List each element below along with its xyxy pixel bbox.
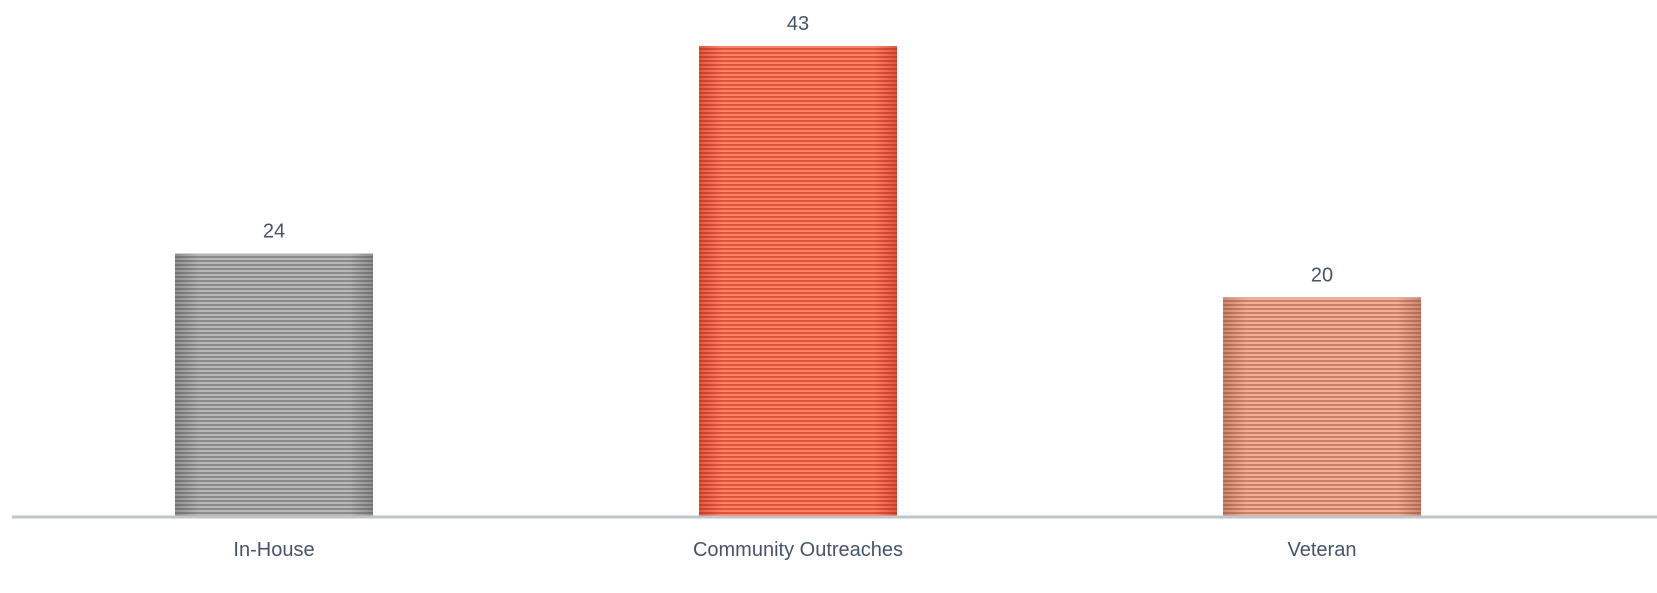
- x-tick-label: In-House: [233, 539, 314, 561]
- bar-shading: [175, 253, 373, 516]
- x-tick-labels-group: In-House Community Outreaches Veteran: [233, 539, 1356, 561]
- bars-group: [175, 46, 1421, 516]
- data-label: 43: [787, 13, 809, 35]
- x-tick-label: Veteran: [1288, 539, 1357, 561]
- bar-shading: [699, 46, 897, 516]
- data-label: 20: [1311, 264, 1333, 286]
- data-labels-group: 24 43 20: [263, 13, 1333, 286]
- x-tick-label: Community Outreaches: [693, 539, 903, 561]
- data-label: 24: [263, 221, 285, 243]
- bar-shading: [1223, 297, 1421, 516]
